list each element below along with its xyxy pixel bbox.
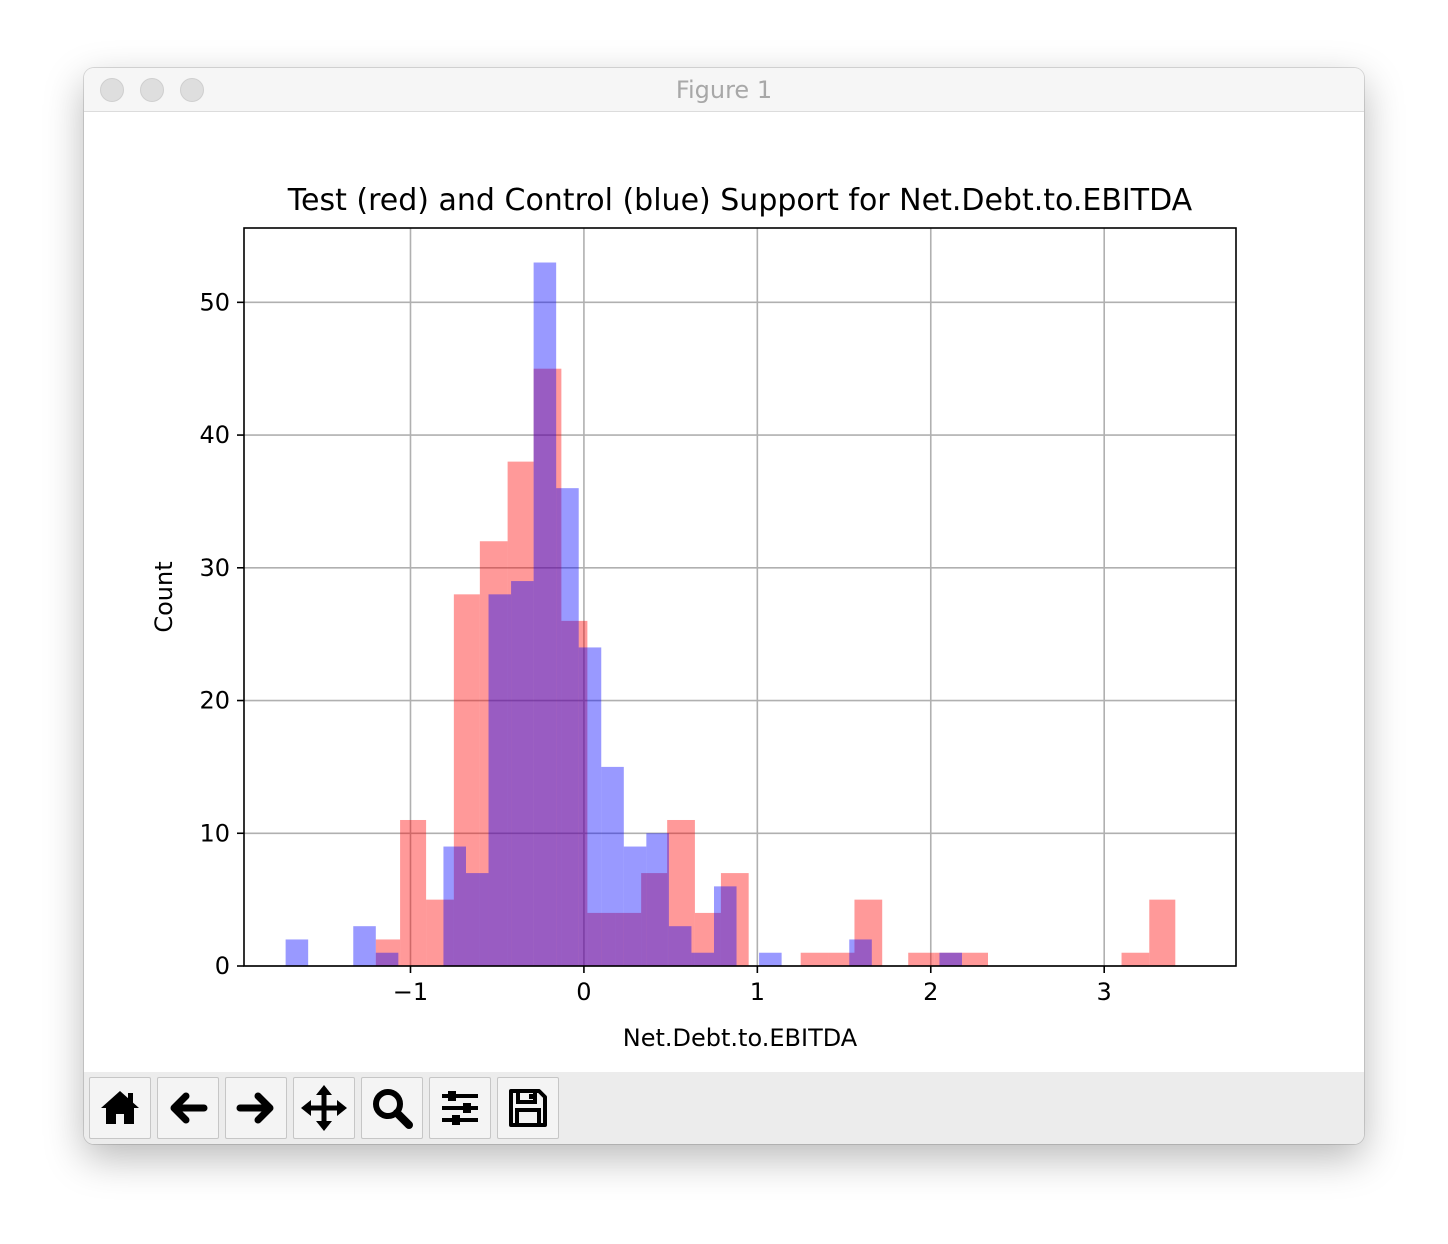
close-window-button[interactable]: [100, 78, 124, 102]
control-bar: [465, 873, 489, 966]
grid-lines: [244, 228, 1236, 967]
control-bar: [443, 846, 466, 966]
back-button[interactable]: [157, 1077, 219, 1139]
control-bar: [713, 886, 737, 966]
pan-button[interactable]: [293, 1077, 355, 1139]
test-bar: [854, 899, 883, 966]
control-bar: [668, 926, 692, 966]
x-tick-label: 3: [1097, 978, 1112, 1006]
control-bar: [623, 846, 647, 966]
x-axis-label: Net.Debt.to.EBITDA: [623, 1024, 858, 1052]
test-bar: [908, 952, 935, 966]
home-button[interactable]: [89, 1077, 151, 1139]
control-bar: [578, 647, 602, 966]
figure-window: Figure 1 −1 0 1 2 3 0 10 20 30 40 50 Test (red) an…: [84, 68, 1364, 1144]
test-bar: [667, 819, 695, 966]
test-bar: [1149, 899, 1176, 966]
zoom-window-button[interactable]: [180, 78, 204, 102]
test-bar: [720, 873, 749, 966]
window-title: Figure 1: [675, 76, 773, 104]
zoom-button[interactable]: [361, 1077, 423, 1139]
x-tick-label: 0: [576, 978, 591, 1006]
test-bar: [561, 620, 588, 966]
configure-subplots-button[interactable]: [429, 1077, 491, 1139]
x-tick-label: −1: [393, 978, 428, 1006]
minimize-window-button[interactable]: [140, 78, 164, 102]
test-bar: [641, 873, 668, 966]
test-bar: [694, 912, 721, 966]
arrow-left-icon: [170, 1092, 208, 1124]
home-icon: [101, 1091, 139, 1124]
test-bar: [400, 819, 427, 966]
control-bar: [488, 594, 512, 966]
arrow-right-icon: [236, 1092, 274, 1124]
forward-button[interactable]: [225, 1077, 287, 1139]
control-bar: [285, 939, 309, 966]
control-bar: [849, 939, 872, 966]
y-tick-label: 20: [199, 687, 230, 715]
control-bar: [646, 833, 669, 966]
test-bar: [507, 461, 534, 966]
test-bar: [533, 368, 562, 966]
test-bar: [961, 952, 988, 966]
control-bar: [939, 952, 962, 966]
y-tick-label: 0: [215, 952, 230, 980]
control-bar: [353, 926, 376, 966]
test-bar: [800, 952, 829, 966]
y-axis-label: Count: [150, 561, 178, 632]
control-bar: [556, 488, 579, 966]
control-bar: [601, 766, 624, 966]
control-bar: [533, 262, 557, 966]
control-bar: [375, 952, 399, 966]
control-bar: [511, 581, 534, 966]
test-bar: [587, 912, 616, 966]
test-bar: [615, 912, 642, 966]
magnifier-icon: [373, 1089, 413, 1129]
test-bar: [479, 541, 508, 966]
y-tick-label: 30: [199, 554, 230, 582]
move-icon: [301, 1085, 347, 1131]
x-tick-label: 1: [750, 978, 765, 1006]
test-bar: [1121, 952, 1150, 966]
test-bar: [934, 952, 962, 966]
figure-canvas: −1 0 1 2 3 0 10 20 30 40 50 Test (red) and Control…: [84, 112, 1364, 1072]
histogram-bars: [285, 262, 1176, 966]
control-bar: [759, 952, 782, 966]
floppy-disk-icon: [509, 1089, 547, 1127]
test-bar: [828, 952, 855, 966]
sliders-icon: [442, 1091, 478, 1125]
y-tick-label: 10: [199, 819, 230, 847]
save-button[interactable]: [497, 1077, 559, 1139]
test-bar: [426, 899, 454, 966]
y-tick-label: 40: [199, 421, 230, 449]
test-bar: [453, 594, 480, 966]
navigation-toolbar: [84, 1072, 1364, 1144]
x-tick-label: 2: [923, 978, 938, 1006]
axes-frame: [243, 227, 1237, 967]
chart-title: Test (red) and Control (blue) Support fo…: [287, 183, 1193, 218]
control-bar: [691, 952, 714, 966]
y-tick-label: 50: [199, 288, 230, 316]
title-bar: Figure 1: [84, 68, 1364, 112]
test-bar: [375, 939, 401, 966]
